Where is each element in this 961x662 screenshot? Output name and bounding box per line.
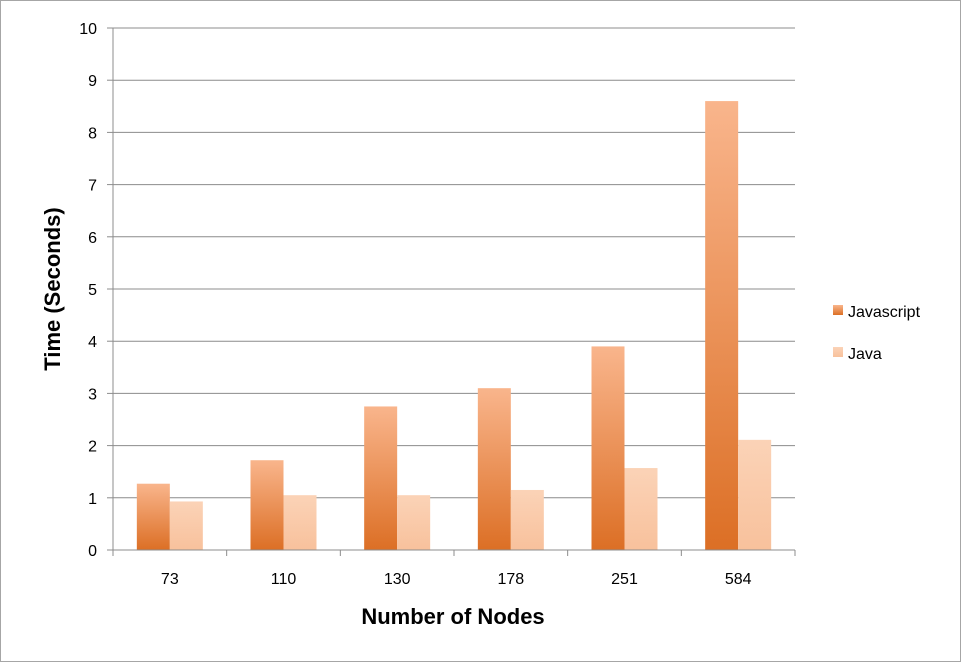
bar-javascript-73: [136, 483, 170, 550]
y-tick-label: 4: [88, 334, 97, 351]
x-tick-label: 110: [271, 571, 297, 588]
x-tick-label: 584: [725, 571, 752, 588]
legend-label-javascript: Javascript: [848, 304, 921, 321]
axes: [107, 27, 796, 556]
x-axis-title: Number of Nodes: [361, 604, 544, 629]
y-tick-label: 10: [79, 21, 97, 38]
x-tick-label: 130: [384, 571, 411, 588]
legend-swatch-java: [833, 347, 843, 357]
bar-java-178: [510, 489, 544, 550]
y-tick-label: 8: [88, 125, 97, 142]
bar-javascript-178: [477, 388, 511, 550]
bar-javascript-110: [250, 460, 284, 550]
y-axis-title: Time (Seconds): [40, 207, 65, 370]
tick-labels: 0 1 2 3 4 5 6 7 8 9 10 73 110 130 178 251 584: [79, 21, 751, 588]
bars: [136, 101, 772, 550]
y-tick-label: 3: [88, 386, 97, 403]
y-tick-label: 7: [88, 178, 97, 195]
y-tick-label: 2: [88, 439, 97, 456]
bar-javascript-251: [591, 346, 625, 550]
legend: Javascript Java: [833, 304, 921, 363]
y-tick-label: 6: [88, 230, 97, 247]
bar-javascript-130: [364, 406, 398, 550]
bar-java-584: [738, 439, 772, 550]
y-tick-label: 9: [88, 73, 97, 90]
x-tick-label: 73: [161, 571, 179, 588]
legend-label-java: Java: [848, 346, 882, 363]
bar-java-73: [169, 501, 203, 550]
x-tick-label: 178: [497, 571, 524, 588]
y-tick-label: 5: [88, 282, 97, 299]
bar-java-110: [283, 495, 317, 550]
legend-swatch-javascript: [833, 305, 843, 315]
x-tick-label: 251: [611, 571, 638, 588]
y-tick-label: 1: [88, 491, 97, 508]
bar-java-130: [397, 495, 431, 550]
bar-java-251: [624, 468, 658, 550]
bar-javascript-584: [705, 101, 739, 550]
gridlines: [113, 27, 795, 499]
y-tick-label: 0: [88, 543, 97, 560]
